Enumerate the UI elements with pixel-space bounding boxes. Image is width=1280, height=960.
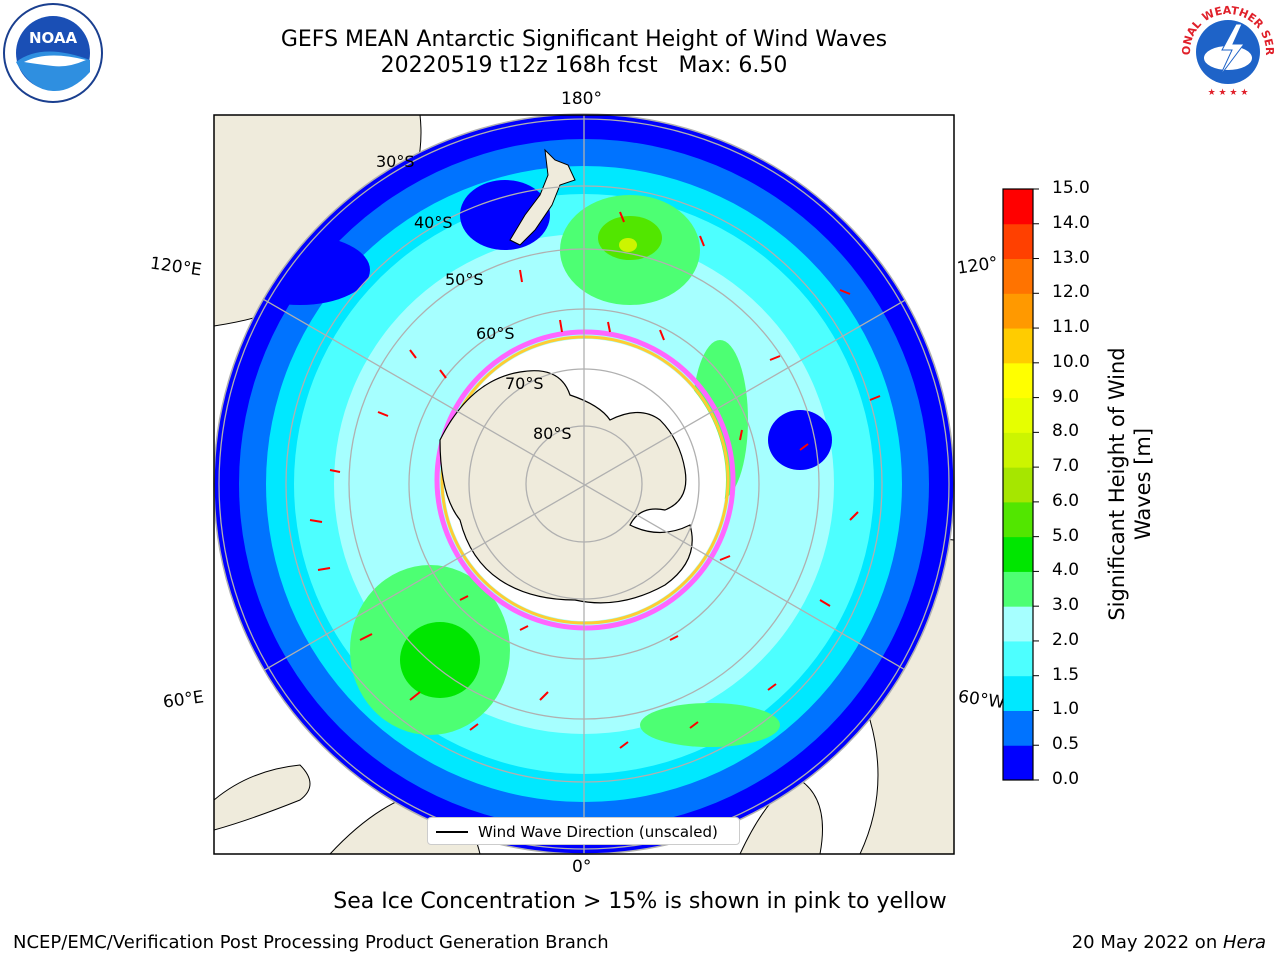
legend-line-swatch [436,831,468,833]
wind-vector [459,595,469,601]
wind-vector [699,235,705,247]
wind-vector [739,429,743,441]
colorbar-tick-label: 15.0 [1052,178,1090,198]
wave-patch-pacific-core [598,216,662,260]
wind-vector [409,349,417,359]
colorbar-tick-label: 10.0 [1052,351,1090,372]
colorbar-tick-label: 4.0 [1052,560,1080,581]
colorbar-tick-label: 3.0 [1052,595,1080,616]
chart-title: GEFS MEAN Antarctic Significant Height o… [280,27,888,52]
wind-vector [689,721,699,729]
wind-vector [719,555,731,561]
colorbar-tick-label: 2.0 [1052,629,1080,650]
lat-label-70s: 70°S [505,374,544,393]
colorbar-tick-label: 1.5 [1052,664,1080,685]
wind-vector [819,599,831,607]
noaa-logo: NOAA [2,2,104,108]
footer-date: 20 May 2022 on Hera [1072,932,1266,953]
wind-vector [839,289,851,295]
colorbar-tick-label: 12.0 [1052,282,1090,303]
chart-subtitle: 20220519 t12z 168h fcst Max: 6.50 [380,53,788,78]
wind-vector [469,723,479,731]
lat-label-40s: 40°S [414,213,453,232]
wind-vector [849,511,859,521]
wind-vector [329,469,341,473]
footer-machine: Hera [1222,932,1266,953]
new-zealand-land [509,148,576,246]
antarctica-land [439,370,693,604]
wind-vector [767,683,777,691]
africa-land [214,764,311,831]
footer-credit: NCEP/EMC/Verification Post Processing Pr… [13,932,609,953]
lon-label-top: 180° [561,89,602,109]
wind-vector [669,635,679,641]
lon-label-bottom: 0° [572,857,592,877]
map-legend: Wind Wave Direction (unscaled) [427,817,740,845]
wind-vector [607,321,611,333]
colorbar-tick-label: 0.5 [1052,734,1080,755]
wind-vector [519,625,529,631]
svg-text:★ ★ ★ ★: ★ ★ ★ ★ [1208,88,1249,98]
wind-vector [439,369,447,379]
colorbar-tick-label: 13.0 [1052,247,1090,268]
legend-label: Wind Wave Direction (unscaled) [478,823,718,841]
colorbar-tick-label: 7.0 [1052,456,1080,477]
footer-date-text: 20 May 2022 on [1071,932,1223,953]
colorbar-tick-label: 9.0 [1052,386,1080,407]
colorbar-tick-label: 1.0 [1052,699,1080,720]
colorbar-tick-label: 14.0 [1052,212,1090,233]
lat-label-60s: 60°S [476,324,515,343]
wind-vector [619,211,625,223]
wind-vector [559,319,563,333]
wind-vector [409,691,421,701]
wind-vector [659,329,665,341]
wind-vector [359,633,373,641]
sea-ice-edge-inner [440,335,730,625]
colorbar-tick-label: 8.0 [1052,421,1080,442]
wind-vector [377,411,389,417]
wind-vector [799,443,809,451]
wind-vector [769,355,781,361]
calm-patch-2 [768,410,832,470]
wind-vector [619,741,629,749]
wind-vector [539,691,549,701]
wind-wave-vectors [309,211,881,749]
colorbar-tick-label: 6.0 [1052,490,1080,511]
nws-logo: NATIONAL WEATHER SERVICE ★ ★ ★ ★ [1173,0,1278,106]
lat-label-80s: 80°S [533,424,572,443]
colorbar-tick-label: 0.0 [1052,769,1080,789]
wave-patch-pacific-peak [619,238,637,252]
wind-vector [309,519,323,523]
wave-patch-indian-ocean-core [400,622,480,698]
map-frame [213,114,955,855]
lat-label-30s: 30°S [376,152,415,171]
svg-text:NOAA: NOAA [29,29,78,47]
wave-patch-south-atlantic [640,703,780,747]
colorbar-title: Significant Height of Wind Waves [m] [1105,347,1155,621]
colorbar-tick-label: 5.0 [1052,525,1080,546]
colorbar-tick-label: 11.0 [1052,317,1090,338]
lat-label-50s: 50°S [445,270,484,289]
sea-ice-footnote: Sea Ice Concentration > 15% is shown in … [333,889,947,914]
sea-ice-edge-outer [434,329,736,631]
wind-vector [317,567,331,571]
wind-vector [869,395,881,401]
wind-vector [519,269,523,283]
